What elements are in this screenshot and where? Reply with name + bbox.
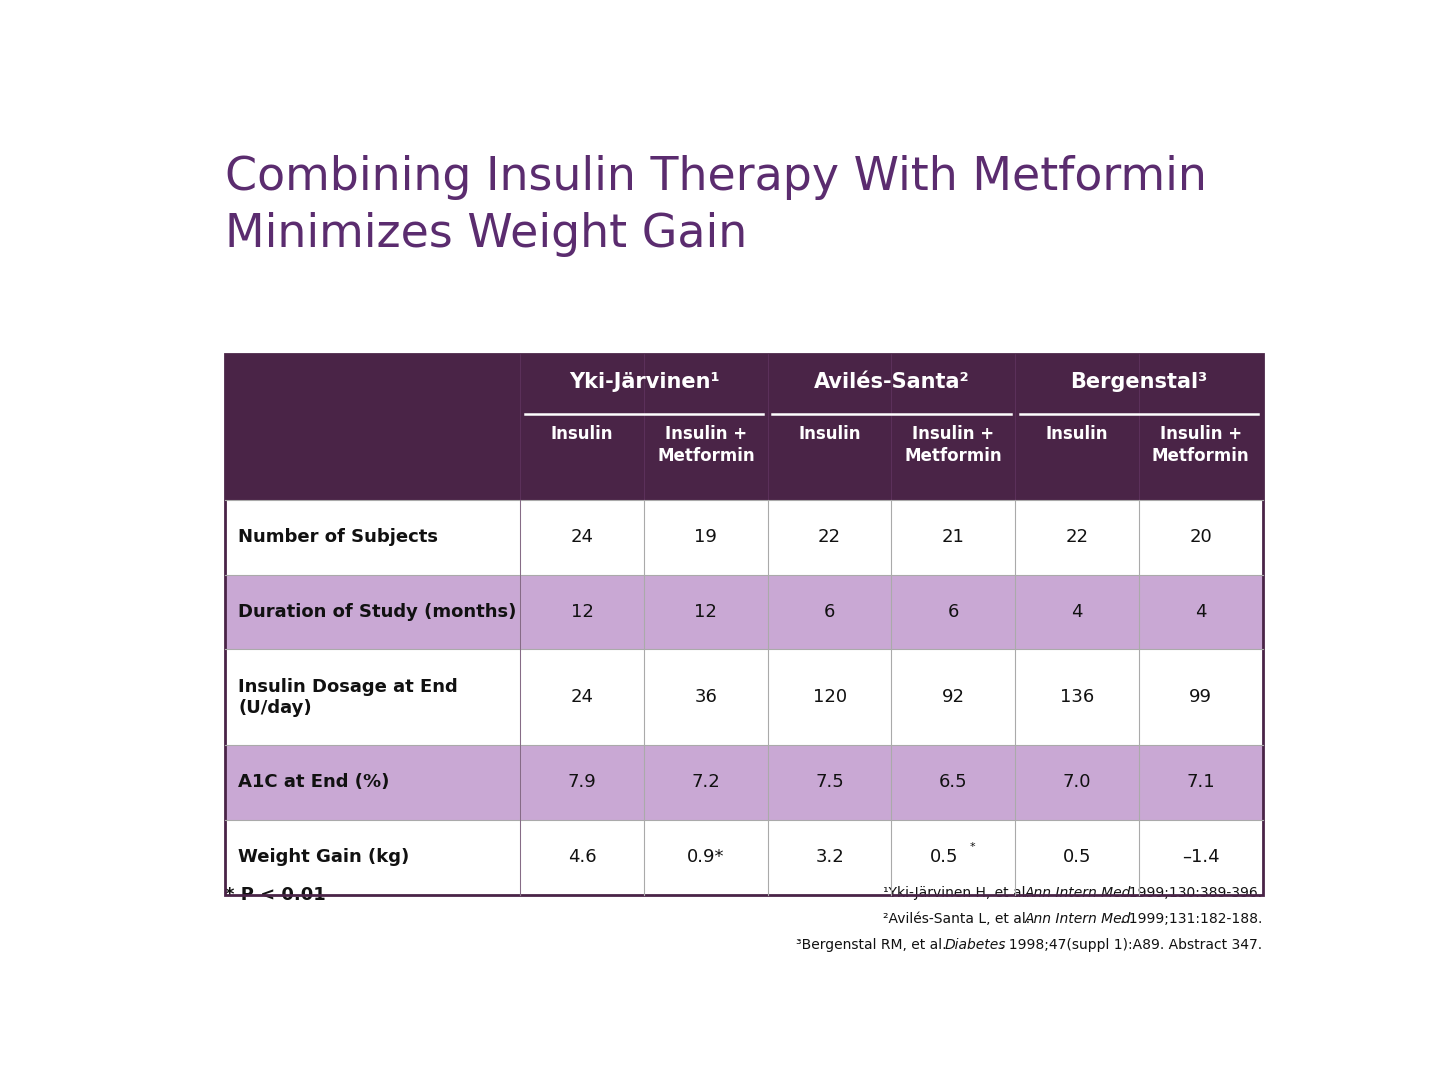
Text: Duration of Study (months): Duration of Study (months) [238,603,517,621]
Text: Insulin: Insulin [1045,424,1109,443]
Text: 6: 6 [824,603,835,621]
Text: 22: 22 [818,528,841,546]
Text: Diabetes: Diabetes [945,937,1007,951]
Text: 0.5: 0.5 [930,848,959,866]
Text: 20: 20 [1189,528,1212,546]
Bar [225,820,1263,894]
Text: Insulin: Insulin [798,424,861,443]
Text: 24: 24 [570,688,593,706]
Text: 36: 36 [694,688,717,706]
Text: ³Bergenstal RM, et al.: ³Bergenstal RM, et al. [796,937,952,951]
Text: 4: 4 [1195,603,1207,621]
Text: Avilés-Santa²: Avilés-Santa² [814,373,969,392]
Text: 3.2: 3.2 [815,848,844,866]
Text: . 1999;130:389-396.: . 1999;130:389-396. [1120,887,1263,901]
Text: Combining Insulin Therapy With Metformin
Minimizes Weight Gain: Combining Insulin Therapy With Metformin… [225,154,1207,257]
Text: 136: 136 [1060,688,1094,706]
Bar [225,500,1263,575]
Text: 92: 92 [942,688,965,706]
Text: 7.9: 7.9 [567,773,596,792]
Text: 24: 24 [570,528,593,546]
Text: 4.6: 4.6 [567,848,596,866]
Text: 99: 99 [1189,688,1212,706]
Text: 7.5: 7.5 [815,773,844,792]
Text: Insulin Dosage at End
(U/day): Insulin Dosage at End (U/day) [238,678,458,716]
Text: 0.9*: 0.9* [687,848,724,866]
Text: 12: 12 [694,603,717,621]
Text: Insulin +
Metformin: Insulin + Metformin [1152,424,1250,465]
Text: Bergenstal³: Bergenstal³ [1070,373,1208,392]
Text: ¹Yki-Järvinen H, et al.: ¹Yki-Järvinen H, et al. [883,887,1034,901]
Text: Insulin: Insulin [552,424,613,443]
Text: 120: 120 [812,688,847,706]
Text: Insulin +
Metformin: Insulin + Metformin [904,424,1002,465]
Text: Weight Gain (kg): Weight Gain (kg) [238,848,409,866]
Text: A1C at End (%): A1C at End (%) [238,773,389,792]
Text: 7.1: 7.1 [1187,773,1215,792]
Text: 7.0: 7.0 [1063,773,1092,792]
Text: –1.4: –1.4 [1182,848,1220,866]
Bar [225,745,1263,820]
Text: 12: 12 [570,603,593,621]
Text: . 1999;131:182-188.: . 1999;131:182-188. [1120,913,1263,927]
Text: Insulin +
Metformin: Insulin + Metformin [657,424,755,465]
Text: 0.5: 0.5 [1063,848,1092,866]
Text: 22: 22 [1066,528,1089,546]
Text: . 1998;47(suppl 1):A89. Abstract 347.: . 1998;47(suppl 1):A89. Abstract 347. [1001,937,1263,951]
Text: 21: 21 [942,528,965,546]
Text: * P < 0.01: * P < 0.01 [225,887,325,904]
Text: Number of Subjects: Number of Subjects [238,528,438,546]
Text: 7.2: 7.2 [691,773,720,792]
Text: 6: 6 [948,603,959,621]
Text: 6.5: 6.5 [939,773,968,792]
Text: 19: 19 [694,528,717,546]
Text: Yki-Järvinen¹: Yki-Järvinen¹ [569,373,720,392]
Text: Ann Intern Med: Ann Intern Med [1025,913,1130,927]
Text: *: * [969,842,975,852]
Text: ²Avilés-Santa L, et al.: ²Avilés-Santa L, et al. [883,913,1034,927]
Text: 4: 4 [1071,603,1083,621]
Text: Ann Intern Med: Ann Intern Med [1025,887,1130,901]
Bar [225,575,1263,649]
